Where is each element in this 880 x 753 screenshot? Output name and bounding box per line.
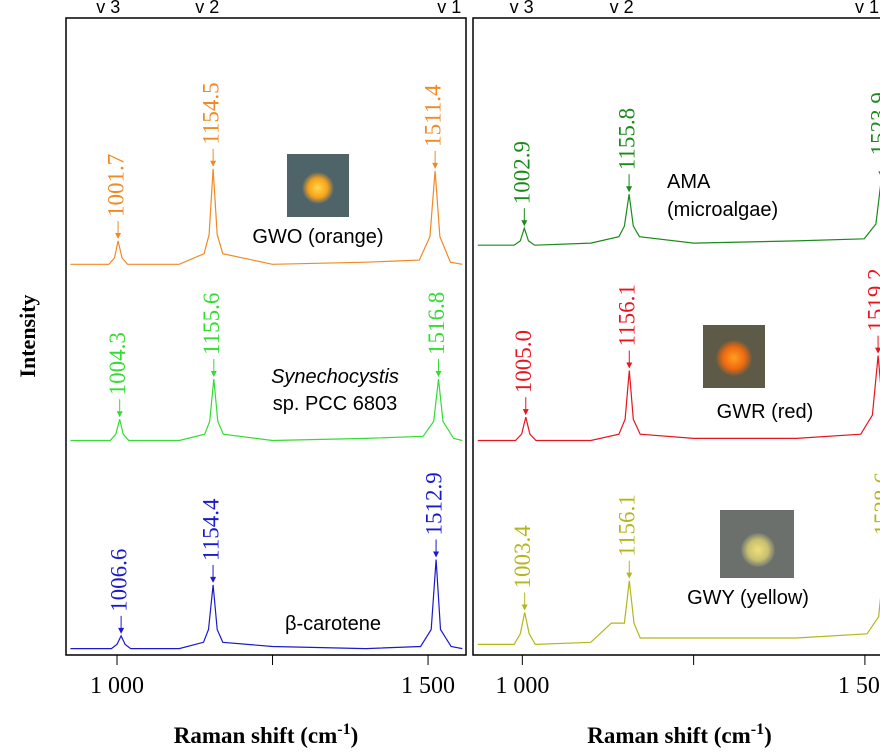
photo	[703, 325, 765, 388]
band-label: v 3	[96, 0, 120, 17]
sample-label: GWO (orange)	[252, 226, 383, 248]
x-axis-label-tail: )	[764, 723, 772, 748]
peak-label: 1006.6	[106, 549, 131, 612]
peak-label: 1002.9	[510, 141, 535, 204]
y-axis-label: Intensity	[15, 294, 40, 377]
sample-label: β-carotene	[285, 613, 381, 635]
peak-arrowhead	[210, 161, 216, 167]
sample-label: GWR (red)	[717, 401, 814, 423]
band-label: v 1	[855, 0, 879, 17]
peak-arrowhead	[433, 551, 439, 557]
peak-label: 1528.6	[870, 472, 880, 535]
peak-label: 1156.1	[615, 494, 640, 556]
peak-arrowhead	[432, 163, 438, 169]
peak-arrowhead	[115, 233, 121, 239]
sample-label: Synechocystis	[271, 366, 399, 388]
x-axis-label-text: Raman shift (cm	[174, 723, 338, 748]
peak-label: 1154.4	[198, 498, 223, 561]
band-label: v 3	[510, 0, 534, 17]
x-axis-label: Raman shift (cm-1)	[174, 721, 359, 748]
x-tick-label: 1 500	[838, 673, 880, 699]
band-label: v 2	[610, 0, 634, 17]
x-tick-label: 1 500	[401, 673, 455, 699]
photo	[287, 154, 349, 217]
spectrum-line	[478, 356, 880, 441]
peak-arrowhead	[523, 409, 529, 415]
x-axis-label-sup: -1	[337, 721, 350, 738]
peak-label: 1001.7	[103, 154, 128, 217]
photo	[720, 510, 794, 578]
peak-arrowhead	[436, 371, 442, 377]
peak-arrowhead	[626, 573, 632, 579]
x-axis-label-tail: )	[351, 723, 359, 748]
x-tick-label: 1 000	[90, 673, 144, 699]
peak-arrowhead	[210, 577, 216, 583]
peak-arrowhead	[522, 605, 528, 611]
x-axis-label-text: Raman shift (cm	[587, 723, 751, 748]
page: Intensity1 0001 500Raman shift (cm-1)v 3…	[0, 0, 880, 753]
peak-label: 1519.2	[863, 268, 880, 331]
peak-arrowhead	[626, 186, 632, 192]
peak-label: 1155.6	[199, 293, 224, 355]
sample-label: AMA	[667, 171, 711, 193]
peak-label: 1003.4	[510, 525, 535, 589]
band-label: v 2	[195, 0, 219, 17]
peak-label: 1511.4	[420, 84, 445, 147]
band-label: v 1	[437, 0, 461, 17]
peak-arrowhead	[875, 348, 880, 354]
peak-label: 1005.0	[511, 330, 536, 393]
figure: Intensity1 0001 500Raman shift (cm-1)v 3…	[0, 0, 880, 753]
x-tick-label: 1 000	[495, 673, 549, 699]
sample-label: (microalgae)	[667, 199, 778, 221]
peak-label: 1154.5	[198, 82, 223, 144]
peak-label: 1156.1	[615, 284, 640, 346]
peak-label: 1155.8	[614, 108, 639, 170]
peak-arrowhead	[521, 220, 527, 226]
x-axis-label-sup: -1	[751, 721, 764, 738]
sample-label: sp. PCC 6803	[273, 393, 398, 415]
spectrum-line	[478, 560, 880, 645]
peak-arrowhead	[117, 411, 123, 417]
peak-arrowhead	[118, 628, 124, 634]
spectrum-line	[70, 169, 462, 264]
peak-label: 1516.8	[424, 292, 449, 355]
x-axis-label: Raman shift (cm-1)	[587, 721, 772, 748]
peak-label: 1004.3	[105, 332, 130, 395]
peak-label: 1523.9	[867, 92, 880, 155]
peak-arrowhead	[626, 362, 632, 368]
peak-arrowhead	[211, 371, 217, 377]
sample-label: GWY (yellow)	[687, 587, 809, 609]
peak-label: 1512.9	[421, 472, 446, 535]
